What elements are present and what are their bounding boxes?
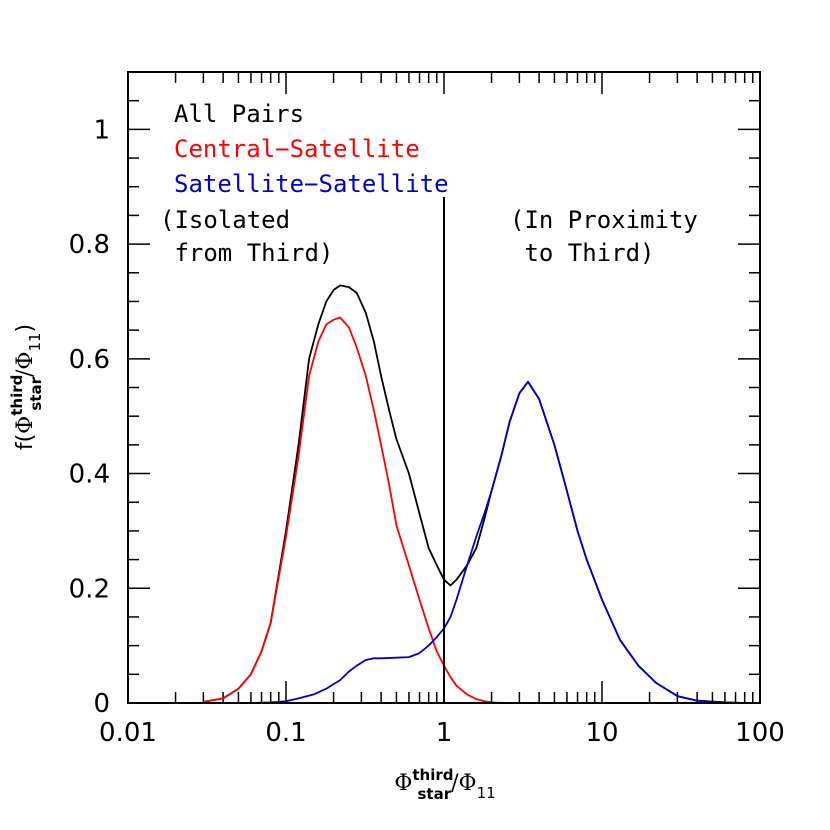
x-axis-label-rest-sub: 11: [477, 784, 496, 802]
y-tick-label: 0: [93, 689, 110, 719]
y-tick-labels: 0 0.2 0.4 0.6 0.8 1: [69, 115, 110, 719]
legend-entry: Central−Satellite: [174, 135, 420, 163]
legend: All Pairs Central−Satellite Satellite−Sate…: [174, 100, 449, 198]
plot-frame: [127, 71, 761, 704]
annotations: (Isolated from Third) (In Proximity to Th…: [160, 206, 698, 267]
annotation-text: (In Proximity: [510, 206, 698, 234]
annotation-text: to Third): [510, 239, 655, 267]
legend-entry: Satellite−Satellite: [174, 170, 449, 198]
series-line-1: [203, 316, 520, 704]
series-line-2: [250, 380, 745, 704]
y-axis-label-rest-sub: 11: [26, 332, 44, 351]
x-tick-label: 0.01: [99, 718, 157, 748]
x-axis-label-symbol: Φ: [394, 771, 412, 796]
annotation-text: (Isolated: [160, 206, 290, 234]
y-axis-label-post: ): [13, 324, 38, 333]
x-tick-label: 1: [436, 718, 453, 748]
y-axis-label-sub: star: [27, 376, 45, 410]
y-tick-label: 0.8: [69, 230, 110, 260]
x-tick-label: 10: [585, 718, 618, 748]
series-lines: [203, 284, 745, 704]
x-tick-label: 0.1: [265, 718, 306, 748]
y-axis-label-pre: f(: [13, 434, 38, 450]
y-axis-label-sup: third: [8, 375, 26, 416]
x-axis-label-sub: star: [418, 785, 452, 803]
x-tick-labels: 0.01 0.1 1 10 100: [99, 718, 785, 748]
y-axis-label-rest: /Φ: [13, 352, 38, 377]
y-tick-label: 0.6: [69, 345, 110, 375]
y-tick-label: 0.4: [69, 460, 110, 490]
x-axis-label: Φthird star/Φ11: [394, 766, 495, 803]
x-axis-label-sup: third: [412, 766, 453, 784]
legend-entry: All Pairs: [174, 100, 304, 128]
annotation-text: from Third): [160, 239, 333, 267]
x-tick-label: 100: [735, 718, 785, 748]
x-axis-label-rest: /Φ: [451, 771, 476, 796]
y-tick-label: 1: [93, 115, 110, 145]
y-tick-label: 0.2: [69, 574, 110, 604]
y-axis-label: f(Φthirdstar/Φ11): [8, 324, 45, 450]
y-axis-label-symbol: Φ: [13, 416, 38, 434]
